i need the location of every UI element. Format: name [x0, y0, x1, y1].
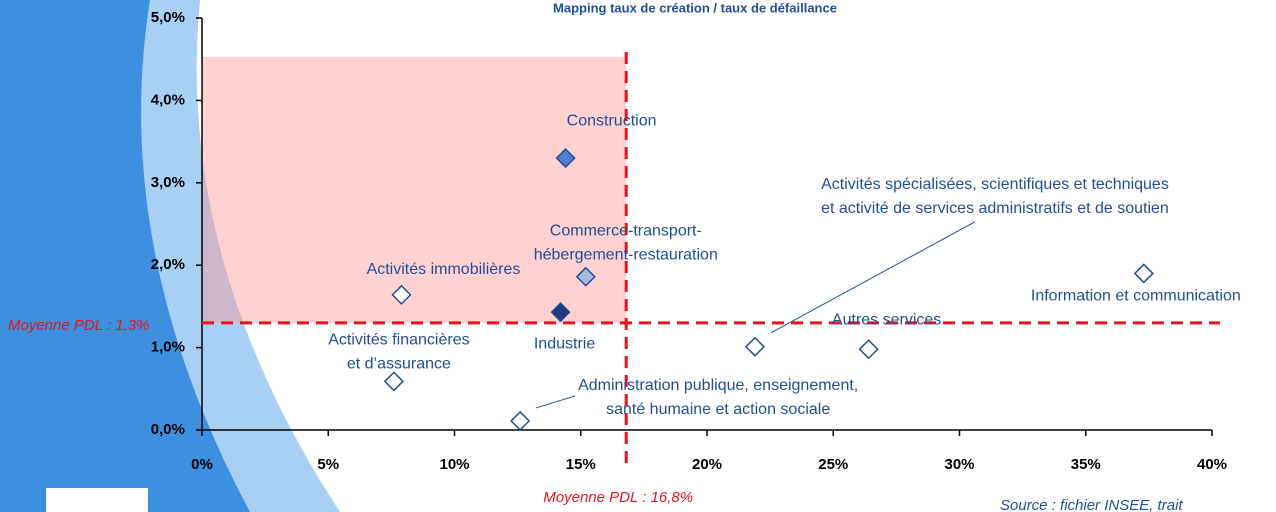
- point-label: Activités immobilières: [367, 261, 521, 278]
- x-tick-label: 15%: [566, 456, 596, 473]
- y-tick-label: 2,0%: [151, 256, 185, 273]
- logo: [46, 488, 148, 512]
- x-tick-label: 30%: [944, 456, 974, 473]
- reference-label: Moyenne PDL : 16,8%: [543, 489, 693, 506]
- x-tick-label: 25%: [818, 456, 848, 473]
- x-tick-label: 10%: [439, 456, 469, 473]
- point-label: Construction: [567, 112, 657, 129]
- y-tick-label: 0,0%: [151, 421, 185, 438]
- y-tick-label: 5,0%: [151, 9, 185, 26]
- chart: Mapping taux de création / taux de défai…: [0, 0, 1276, 512]
- x-tick-label: 40%: [1197, 456, 1227, 473]
- point-label: Industrie: [534, 335, 595, 352]
- x-tick-label: 35%: [1071, 456, 1101, 473]
- source: Source : fichier INSEE, trait: [1000, 497, 1183, 512]
- y-tick-label: 4,0%: [151, 91, 185, 108]
- point-label: Autres services: [832, 311, 941, 328]
- y-tick-label: 1,0%: [151, 339, 185, 356]
- chart-title: Mapping taux de création / taux de défai…: [553, 0, 837, 15]
- highlight-zone: [202, 57, 626, 323]
- x-tick-label: 0%: [191, 456, 213, 473]
- point-label: Information et communication: [1031, 288, 1241, 305]
- y-tick-label: 3,0%: [151, 174, 185, 191]
- x-tick-label: 20%: [692, 456, 722, 473]
- x-tick-label: 5%: [317, 456, 339, 473]
- reference-label: Moyenne PDL : 1,3%: [8, 317, 149, 334]
